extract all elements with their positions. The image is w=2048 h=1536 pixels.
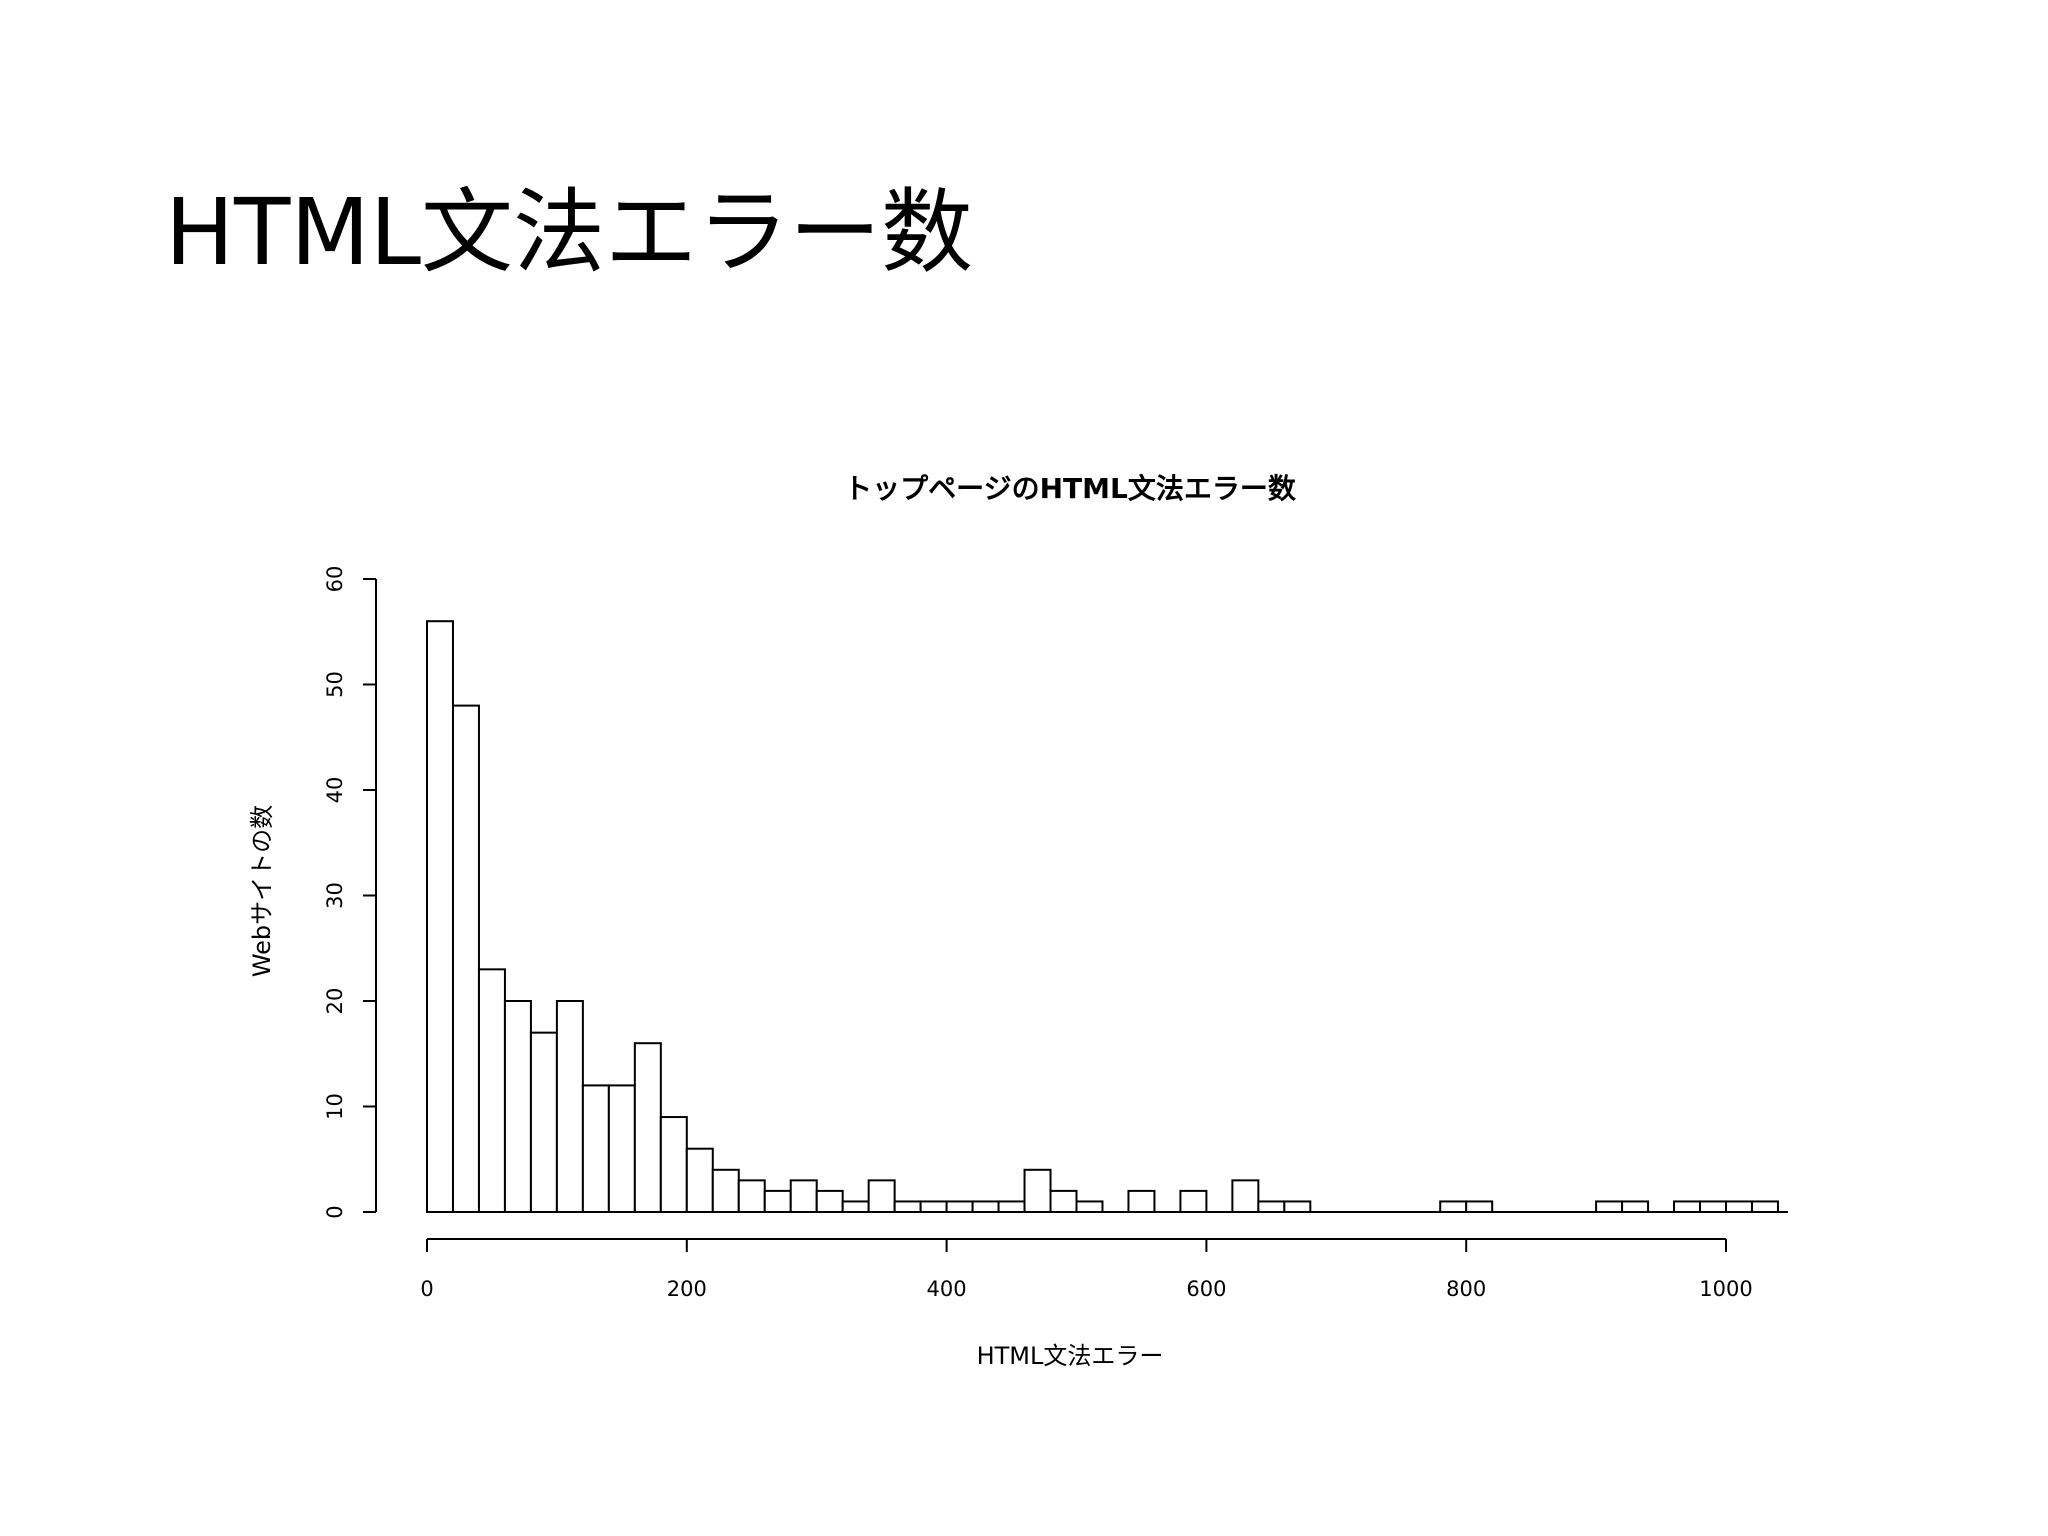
histogram-bar (685, 1147, 714, 1213)
histogram-bar (1621, 1200, 1650, 1213)
y-tick-label: 10 (323, 1093, 347, 1120)
histogram-bar (711, 1168, 740, 1214)
histogram-bar (529, 1031, 558, 1214)
histogram-bar (1595, 1200, 1624, 1213)
histogram-bar (477, 968, 506, 1213)
histogram-bar (1231, 1179, 1260, 1213)
histogram-bar (1023, 1168, 1052, 1214)
histogram-bar (451, 704, 480, 1213)
x-tick-label: 1000 (1699, 1277, 1752, 1301)
histogram-bar (659, 1116, 688, 1214)
y-tick-label: 40 (323, 777, 347, 804)
y-tick-label: 30 (323, 882, 347, 909)
histogram-bar (867, 1179, 896, 1213)
x-tick-label: 800 (1446, 1277, 1486, 1301)
histogram-bar (893, 1200, 922, 1213)
histogram-bar (1465, 1200, 1494, 1213)
slide-title: HTML文法エラー数 (165, 179, 974, 286)
histogram-bar (503, 1000, 532, 1213)
histogram-bar (763, 1189, 792, 1214)
histogram-bar (1127, 1189, 1156, 1214)
x-axis-label: HTML文法エラー (977, 1342, 1164, 1370)
x-tick-label: 0 (420, 1277, 433, 1301)
histogram-bar (1699, 1200, 1728, 1213)
histogram-bar (945, 1200, 974, 1213)
histogram-bar (997, 1200, 1026, 1213)
histogram-bar (737, 1179, 766, 1213)
y-axis-label: Webサイトの数 (248, 805, 276, 977)
histogram-bar (1049, 1189, 1078, 1214)
histogram-bar (1257, 1200, 1286, 1213)
y-tick-label: 50 (323, 671, 347, 698)
y-tick-label: 0 (323, 1205, 347, 1218)
histogram-bars (426, 620, 1779, 1214)
histogram-bar (1179, 1189, 1208, 1214)
histogram-bar (426, 620, 454, 1213)
histogram-bar (815, 1189, 844, 1214)
histogram-bar (1725, 1200, 1753, 1213)
histogram-bar (1439, 1200, 1468, 1213)
x-axis: 0 200 400 600 800 1000 (420, 1238, 1753, 1301)
histogram-bar (1750, 1200, 1779, 1213)
histogram-bar (607, 1084, 636, 1214)
chart-title: トップページのHTML文法エラー数 (844, 472, 1297, 505)
y-tick-label: 60 (323, 566, 347, 593)
histogram-bar (633, 1042, 662, 1213)
histogram-bar (971, 1200, 1000, 1213)
y-tick-label: 20 (323, 988, 347, 1015)
histogram-bar (919, 1200, 948, 1213)
x-tick-label: 400 (927, 1277, 967, 1301)
histogram-bar (841, 1200, 870, 1213)
histogram-bar (581, 1084, 610, 1214)
y-axis: 0 10 20 30 40 50 60 (323, 566, 377, 1219)
histogram-bar (789, 1179, 818, 1213)
histogram-bar (1075, 1200, 1104, 1213)
x-tick-label: 600 (1186, 1277, 1226, 1301)
histogram-bar (555, 1000, 584, 1213)
histogram-bar (1673, 1200, 1702, 1213)
x-tick-label: 200 (667, 1277, 707, 1301)
histogram-bar (1283, 1200, 1312, 1213)
